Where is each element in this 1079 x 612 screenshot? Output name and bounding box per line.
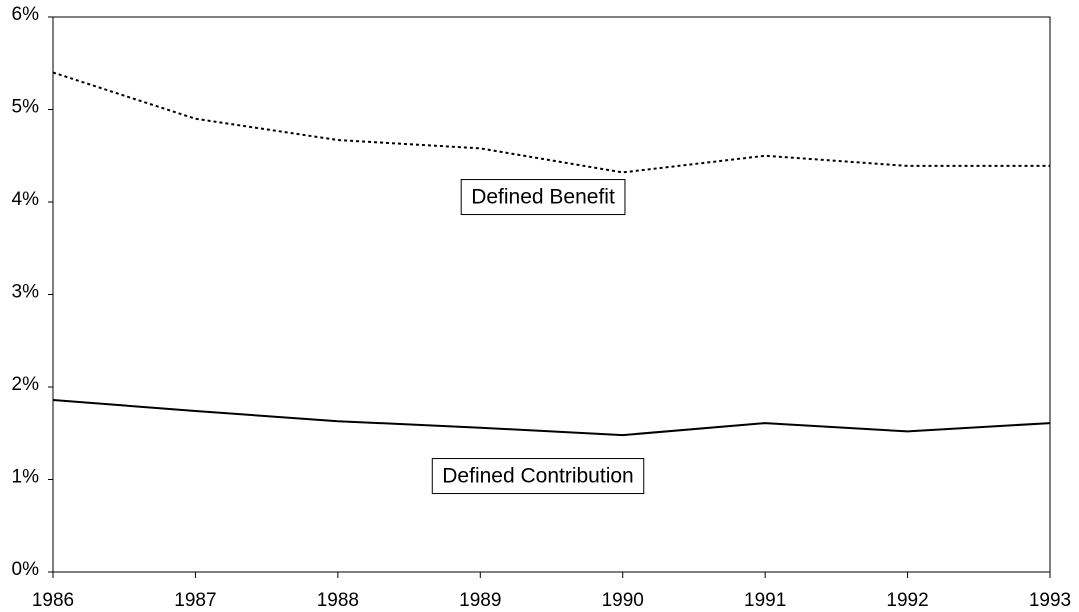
y-tick-label: 0%	[12, 559, 40, 580]
x-tick-label: 1992	[886, 590, 928, 611]
x-tick-label: 1989	[459, 590, 501, 611]
series-label: Defined Contribution	[442, 465, 633, 488]
series-label-box	[431, 458, 645, 495]
series-line	[52, 71, 1050, 174]
x-tick-label: 1993	[1029, 590, 1071, 611]
x-tick-label: 1986	[32, 590, 74, 611]
y-tick-label: 6%	[12, 4, 40, 25]
y-tick-label: 3%	[12, 282, 40, 303]
x-tick-label: 1990	[602, 590, 644, 611]
x-tick-label: 1991	[744, 590, 786, 611]
series-line	[52, 398, 1051, 437]
series-label: Defined Benefit	[471, 186, 615, 209]
y-tick-label: 2%	[12, 374, 40, 395]
y-tick-label: 4%	[12, 189, 40, 210]
x-tick-label: 1987	[174, 590, 216, 611]
y-tick-label: 1%	[12, 467, 40, 488]
x-tick-label: 1988	[317, 590, 359, 611]
y-tick-label: 5%	[12, 97, 40, 118]
series-label-box	[460, 179, 626, 216]
